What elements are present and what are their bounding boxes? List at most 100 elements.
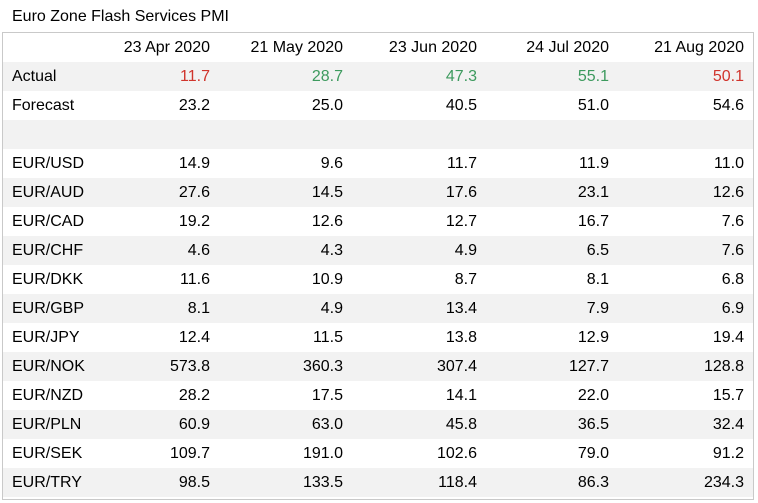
value-cell: 11.6 (180, 270, 210, 288)
value-cell: 14.1 (445, 386, 477, 404)
value-cell: 4.9 (219, 294, 352, 323)
value-cell: 98.5 (85, 468, 219, 497)
value-cell: 17.5 (311, 386, 343, 404)
header-cell: 21 Aug 2020 (618, 33, 753, 62)
value-cell: 191.0 (302, 444, 343, 462)
value-cell: 8.1 (586, 270, 609, 288)
value-cell: 12.6 (618, 178, 753, 207)
value-cell: 6.8 (721, 270, 744, 288)
table-row: EUR/JPY 12.4 11.5 13.8 12.9 19.4 (3, 323, 753, 352)
table-row: EUR/CHF 4.6 4.3 4.9 6.5 7.6 (3, 236, 753, 265)
header-cell: 23 Jun 2020 (352, 33, 486, 62)
row-label: EUR/PLN (3, 410, 85, 439)
value-cell: 28.2 (178, 386, 210, 404)
value-cell: 307.4 (352, 352, 486, 381)
row-label: EUR/CAD (12, 212, 85, 230)
row-label: Actual (3, 62, 85, 91)
page-title: Euro Zone Flash Services PMI (12, 8, 229, 25)
value-cell: 86.3 (486, 468, 618, 497)
value-cell: 45.8 (352, 410, 486, 439)
value-cell: 22.0 (577, 386, 609, 404)
value-cell: 8.1 (85, 294, 219, 323)
row-label: EUR/GBP (3, 294, 85, 323)
value-cell: 47.3 (352, 62, 486, 91)
table-frame (2, 32, 754, 500)
value-cell: 25.0 (311, 96, 343, 114)
row-label: EUR/TRY (3, 468, 85, 497)
table-row: EUR/NZD 28.2 17.5 14.1 22.0 15.7 (3, 381, 753, 410)
value-cell: 14.5 (219, 178, 352, 207)
value-cell: 7.6 (618, 236, 753, 265)
value-cell: 4.6 (85, 236, 219, 265)
actual-row: Actual 11.7 28.7 47.3 55.1 50.1 (3, 62, 753, 91)
value-cell: 91.2 (712, 444, 744, 462)
table-row: EUR/AUD 27.6 14.5 17.6 23.1 12.6 (3, 178, 753, 207)
value-cell: 23.1 (486, 178, 618, 207)
value-cell: 128.8 (618, 352, 753, 381)
value-cell: 6.5 (486, 236, 618, 265)
value-cell: 13.4 (352, 294, 486, 323)
value-cell: 234.3 (618, 468, 753, 497)
value-cell: 360.3 (219, 352, 352, 381)
value-cell: 19.2 (178, 212, 210, 230)
value-cell: 23.2 (178, 96, 210, 114)
value-cell: 54.6 (712, 96, 744, 114)
value-cell: 60.9 (85, 410, 219, 439)
value-cell: 4.3 (219, 236, 352, 265)
table-row: EUR/CAD 19.2 12.6 12.7 16.7 7.6 (3, 207, 753, 236)
table-row: EUR/DKK 11.6 10.9 8.7 8.1 6.8 (3, 265, 753, 294)
value-cell: 11.7 (85, 62, 219, 91)
value-cell: 133.5 (219, 468, 352, 497)
header-cell: 21 May 2020 (219, 33, 352, 62)
value-cell: 109.7 (169, 444, 210, 462)
value-cell: 7.9 (486, 294, 618, 323)
value-cell: 11.9 (579, 154, 609, 172)
value-cell: 14.9 (178, 154, 210, 172)
value-cell: 4.9 (352, 236, 486, 265)
table-row: EUR/GBP 8.1 4.9 13.4 7.9 6.9 (3, 294, 753, 323)
value-cell: 13.8 (445, 328, 477, 346)
value-cell: 11.0 (714, 154, 744, 172)
empty-cell (618, 120, 753, 149)
value-cell: 36.5 (486, 410, 618, 439)
value-cell: 15.7 (712, 386, 744, 404)
table-row: EUR/USD 14.9 9.6 11.7 11.9 11.0 (3, 149, 753, 178)
pmi-table: 23 Apr 2020 21 May 2020 23 Jun 2020 24 J… (3, 33, 753, 497)
header-cell (3, 33, 85, 62)
empty-cell (3, 120, 85, 149)
value-cell: 12.4 (178, 328, 210, 346)
table-row: EUR/SEK 109.7 191.0 102.6 79.0 91.2 (3, 439, 753, 468)
empty-cell (352, 120, 486, 149)
value-cell: 11.7 (447, 154, 477, 172)
value-cell: 51.0 (577, 96, 609, 114)
value-cell: 79.0 (577, 444, 609, 462)
value-cell: 16.7 (577, 212, 609, 230)
table-row: EUR/NOK 573.8 360.3 307.4 127.7 128.8 (3, 352, 753, 381)
value-cell: 12.7 (445, 212, 477, 230)
row-label: EUR/AUD (3, 178, 85, 207)
value-cell: 118.4 (352, 468, 486, 497)
header-cell: 24 Jul 2020 (486, 33, 618, 62)
empty-cell (85, 120, 219, 149)
spacer-row (3, 120, 753, 149)
forecast-row: Forecast 23.2 25.0 40.5 51.0 54.6 (3, 91, 753, 120)
value-cell: 10.9 (311, 270, 343, 288)
table-body: Actual 11.7 28.7 47.3 55.1 50.1 Forecast 23.2 25… (3, 62, 753, 497)
value-cell: 6.9 (618, 294, 753, 323)
header-row: 23 Apr 2020 21 May 2020 23 Jun 2020 24 J… (3, 33, 753, 62)
value-cell: 17.6 (352, 178, 486, 207)
header-cell: 23 Apr 2020 (85, 33, 219, 62)
value-cell: 573.8 (85, 352, 219, 381)
value-cell: 9.6 (320, 154, 343, 172)
value-cell: 8.7 (454, 270, 477, 288)
value-cell: 40.5 (445, 96, 477, 114)
value-cell: 102.6 (436, 444, 477, 462)
value-cell: 127.7 (486, 352, 618, 381)
value-cell: 63.0 (219, 410, 352, 439)
empty-cell (219, 120, 352, 149)
table-row: EUR/TRY 98.5 133.5 118.4 86.3 234.3 (3, 468, 753, 497)
value-cell: 32.4 (618, 410, 753, 439)
row-label: EUR/JPY (12, 328, 80, 346)
row-label: EUR/SEK (12, 444, 83, 462)
value-cell: 28.7 (219, 62, 352, 91)
